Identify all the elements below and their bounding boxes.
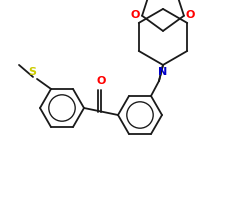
Text: O: O <box>186 10 195 20</box>
Text: S: S <box>28 67 36 77</box>
Text: O: O <box>96 76 106 86</box>
Text: N: N <box>158 67 168 77</box>
Text: O: O <box>131 10 140 20</box>
